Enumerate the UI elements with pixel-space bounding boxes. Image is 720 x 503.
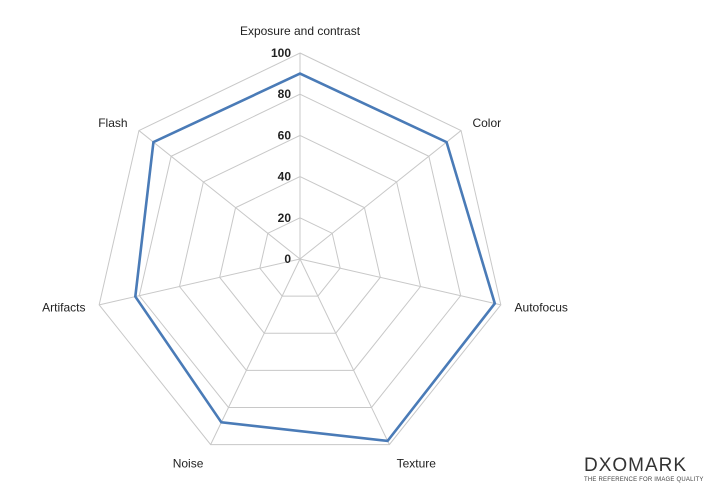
radial-tick-labels: 0 20 40 60 80 100	[271, 46, 291, 266]
tick-label-100: 100	[271, 46, 291, 60]
tick-label-20: 20	[278, 211, 292, 225]
logo-brand: DXOMARK	[584, 455, 687, 476]
axis-spoke-7	[138, 130, 301, 260]
category-labels: Exposure and contrast Color Autofocus Textu…	[42, 24, 568, 470]
tick-label-60: 60	[278, 128, 292, 142]
axis-spoke-3	[299, 258, 501, 306]
dxomark-logo: DXOMARK THE REFERENCE FOR IMAGE QUALITY	[584, 454, 708, 484]
category-label-7: Flash	[98, 116, 127, 130]
logo-tagline: THE REFERENCE FOR IMAGE QUALITY	[584, 477, 704, 483]
axis-spoke-4	[299, 258, 390, 445]
tick-label-40: 40	[278, 170, 292, 184]
grid-ring-80	[138, 93, 462, 408]
category-label-5: Noise	[173, 456, 204, 470]
grid-ring-20	[259, 217, 341, 297]
axis-spoke-2	[299, 130, 462, 260]
category-label-2: Color	[472, 116, 501, 130]
tick-label-80: 80	[278, 87, 292, 101]
axis-spoke-6	[99, 258, 301, 306]
grid-ring-60	[178, 134, 422, 371]
series-line-1	[133, 72, 497, 443]
axis-spoke-5	[210, 258, 301, 445]
grid-ring-100	[98, 52, 502, 446]
category-label-1: Exposure and contrast	[240, 24, 361, 38]
category-label-4: Texture	[397, 456, 437, 470]
category-label-6: Artifacts	[42, 301, 85, 315]
radar-series	[133, 72, 497, 443]
category-label-3: Autofocus	[515, 301, 568, 315]
radar-grid	[98, 52, 502, 446]
grid-ring-40	[219, 176, 381, 334]
tick-label-0: 0	[284, 252, 291, 266]
